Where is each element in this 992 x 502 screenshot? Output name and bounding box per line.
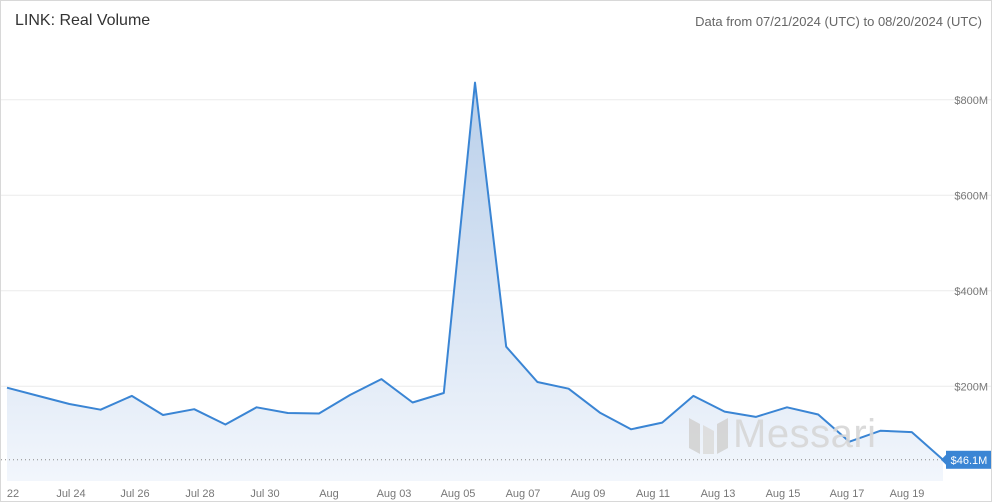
data-point bbox=[505, 345, 508, 348]
x-tick-label: Aug bbox=[319, 488, 339, 500]
chart-title: LINK: Real Volume bbox=[15, 12, 151, 29]
x-tick-label: Aug 07 bbox=[506, 488, 541, 500]
data-point bbox=[567, 387, 570, 390]
data-point bbox=[598, 411, 601, 414]
x-tick-label: 22 bbox=[7, 488, 19, 500]
x-tick-label: Jul 26 bbox=[120, 488, 149, 500]
data-point bbox=[910, 431, 913, 434]
data-point bbox=[318, 412, 321, 415]
data-point bbox=[162, 414, 165, 417]
x-tick-label: Aug 11 bbox=[636, 488, 670, 500]
x-tick-label: Jul 28 bbox=[185, 488, 214, 500]
x-tick-label: Jul 24 bbox=[56, 488, 85, 500]
data-point bbox=[786, 406, 789, 409]
data-point bbox=[286, 412, 289, 415]
watermark-text: Messari bbox=[733, 412, 877, 456]
data-point bbox=[536, 381, 539, 384]
last-value-label: $46.1M bbox=[951, 455, 988, 467]
x-tick-label: Aug 09 bbox=[571, 488, 606, 500]
data-point bbox=[474, 81, 477, 84]
data-point bbox=[442, 392, 445, 395]
data-point bbox=[692, 394, 695, 397]
y-tick-label: $200M bbox=[954, 381, 988, 393]
messari-watermark: Messari bbox=[689, 412, 877, 457]
data-point bbox=[37, 394, 40, 397]
data-point bbox=[255, 406, 258, 409]
x-tick-label: Aug 17 bbox=[830, 488, 865, 500]
x-tick-label: Aug 13 bbox=[701, 488, 736, 500]
x-tick-label: Aug 15 bbox=[766, 488, 801, 500]
data-point bbox=[661, 421, 664, 424]
data-point bbox=[380, 378, 383, 381]
x-tick-label: Aug 19 bbox=[890, 488, 925, 500]
data-point bbox=[193, 408, 196, 411]
messari-logo-icon bbox=[689, 417, 728, 454]
x-tick-label: Aug 05 bbox=[441, 488, 476, 500]
date-range-label: Data from 07/21/2024 (UTC) to 08/20/2024… bbox=[695, 14, 982, 29]
x-tick-label: Jul 30 bbox=[250, 488, 279, 500]
data-point bbox=[630, 428, 633, 431]
data-point bbox=[879, 429, 882, 432]
series-line bbox=[6, 81, 944, 461]
data-point bbox=[130, 394, 133, 397]
y-tick-label: $600M bbox=[954, 190, 988, 202]
data-point bbox=[6, 386, 9, 389]
data-point bbox=[349, 393, 352, 396]
last-value-badge bbox=[946, 450, 991, 469]
y-tick-label: $400M bbox=[954, 286, 988, 298]
area-fill bbox=[7, 82, 943, 481]
data-point bbox=[224, 423, 227, 426]
data-point bbox=[411, 401, 414, 404]
x-tick-label: Aug 03 bbox=[377, 488, 412, 500]
data-point bbox=[68, 403, 71, 406]
last-value-badge-pointer bbox=[941, 454, 946, 465]
y-tick-label: $800M bbox=[954, 95, 988, 107]
data-point bbox=[99, 408, 102, 411]
